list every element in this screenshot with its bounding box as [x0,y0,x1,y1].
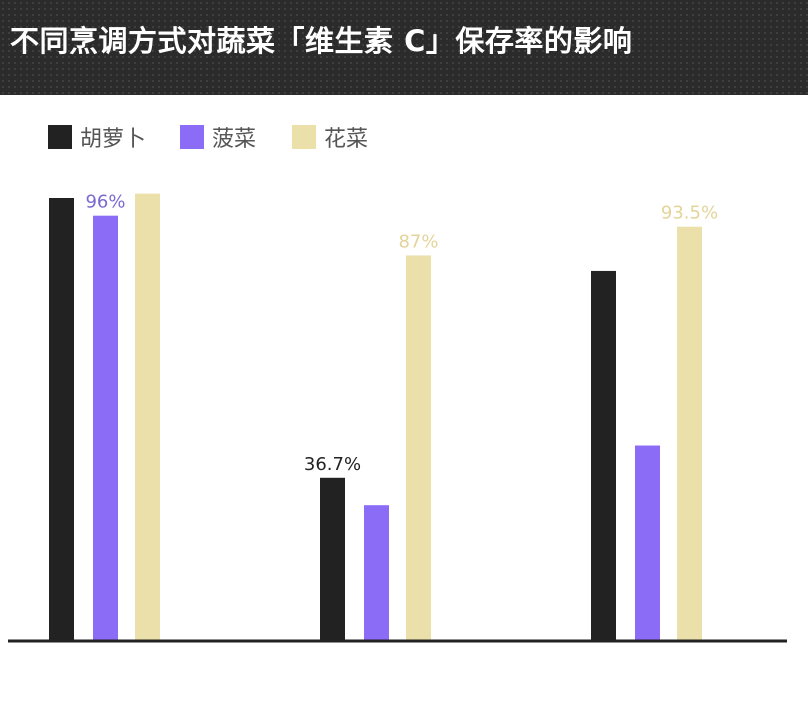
data-label-series0-cat1: 36.7% [304,454,361,475]
bar-series1-cat0 [93,215,118,640]
title-bar: 不同烹调方式对蔬菜「维生素 C」保存率的影响 [0,0,808,95]
data-label-series2-cat1: 87% [398,231,438,252]
bar-series1-cat2 [635,445,660,640]
legend-label-cauliflower: 花菜 [324,127,369,152]
bar-series1-cat1 [364,505,389,640]
bar-series0-cat0 [49,198,74,640]
legend-swatch-cauliflower [292,125,316,149]
legend-item-spinach: 菠菜 [180,122,256,152]
legend-swatch-spinach [180,125,204,149]
data-label-series1-cat0: 96% [85,192,125,213]
legend-item-carrot: 胡萝卜 [48,122,146,152]
legend-label-carrot: 胡萝卜 [80,127,147,152]
bar-series0-cat2 [591,270,616,640]
data-label-series2-cat2: 93.5% [661,203,718,224]
legend-label-spinach: 菠菜 [212,127,257,152]
legend-item-cauliflower: 花菜 [292,122,368,152]
bar-series2-cat2 [677,226,702,641]
bar-series0-cat1 [320,477,345,640]
bar-series2-cat1 [406,255,431,640]
bar-series2-cat0 [135,193,160,640]
legend-swatch-carrot [48,125,72,149]
chart-title: 不同烹调方式对蔬菜「维生素 C」保存率的影响 [10,24,633,58]
